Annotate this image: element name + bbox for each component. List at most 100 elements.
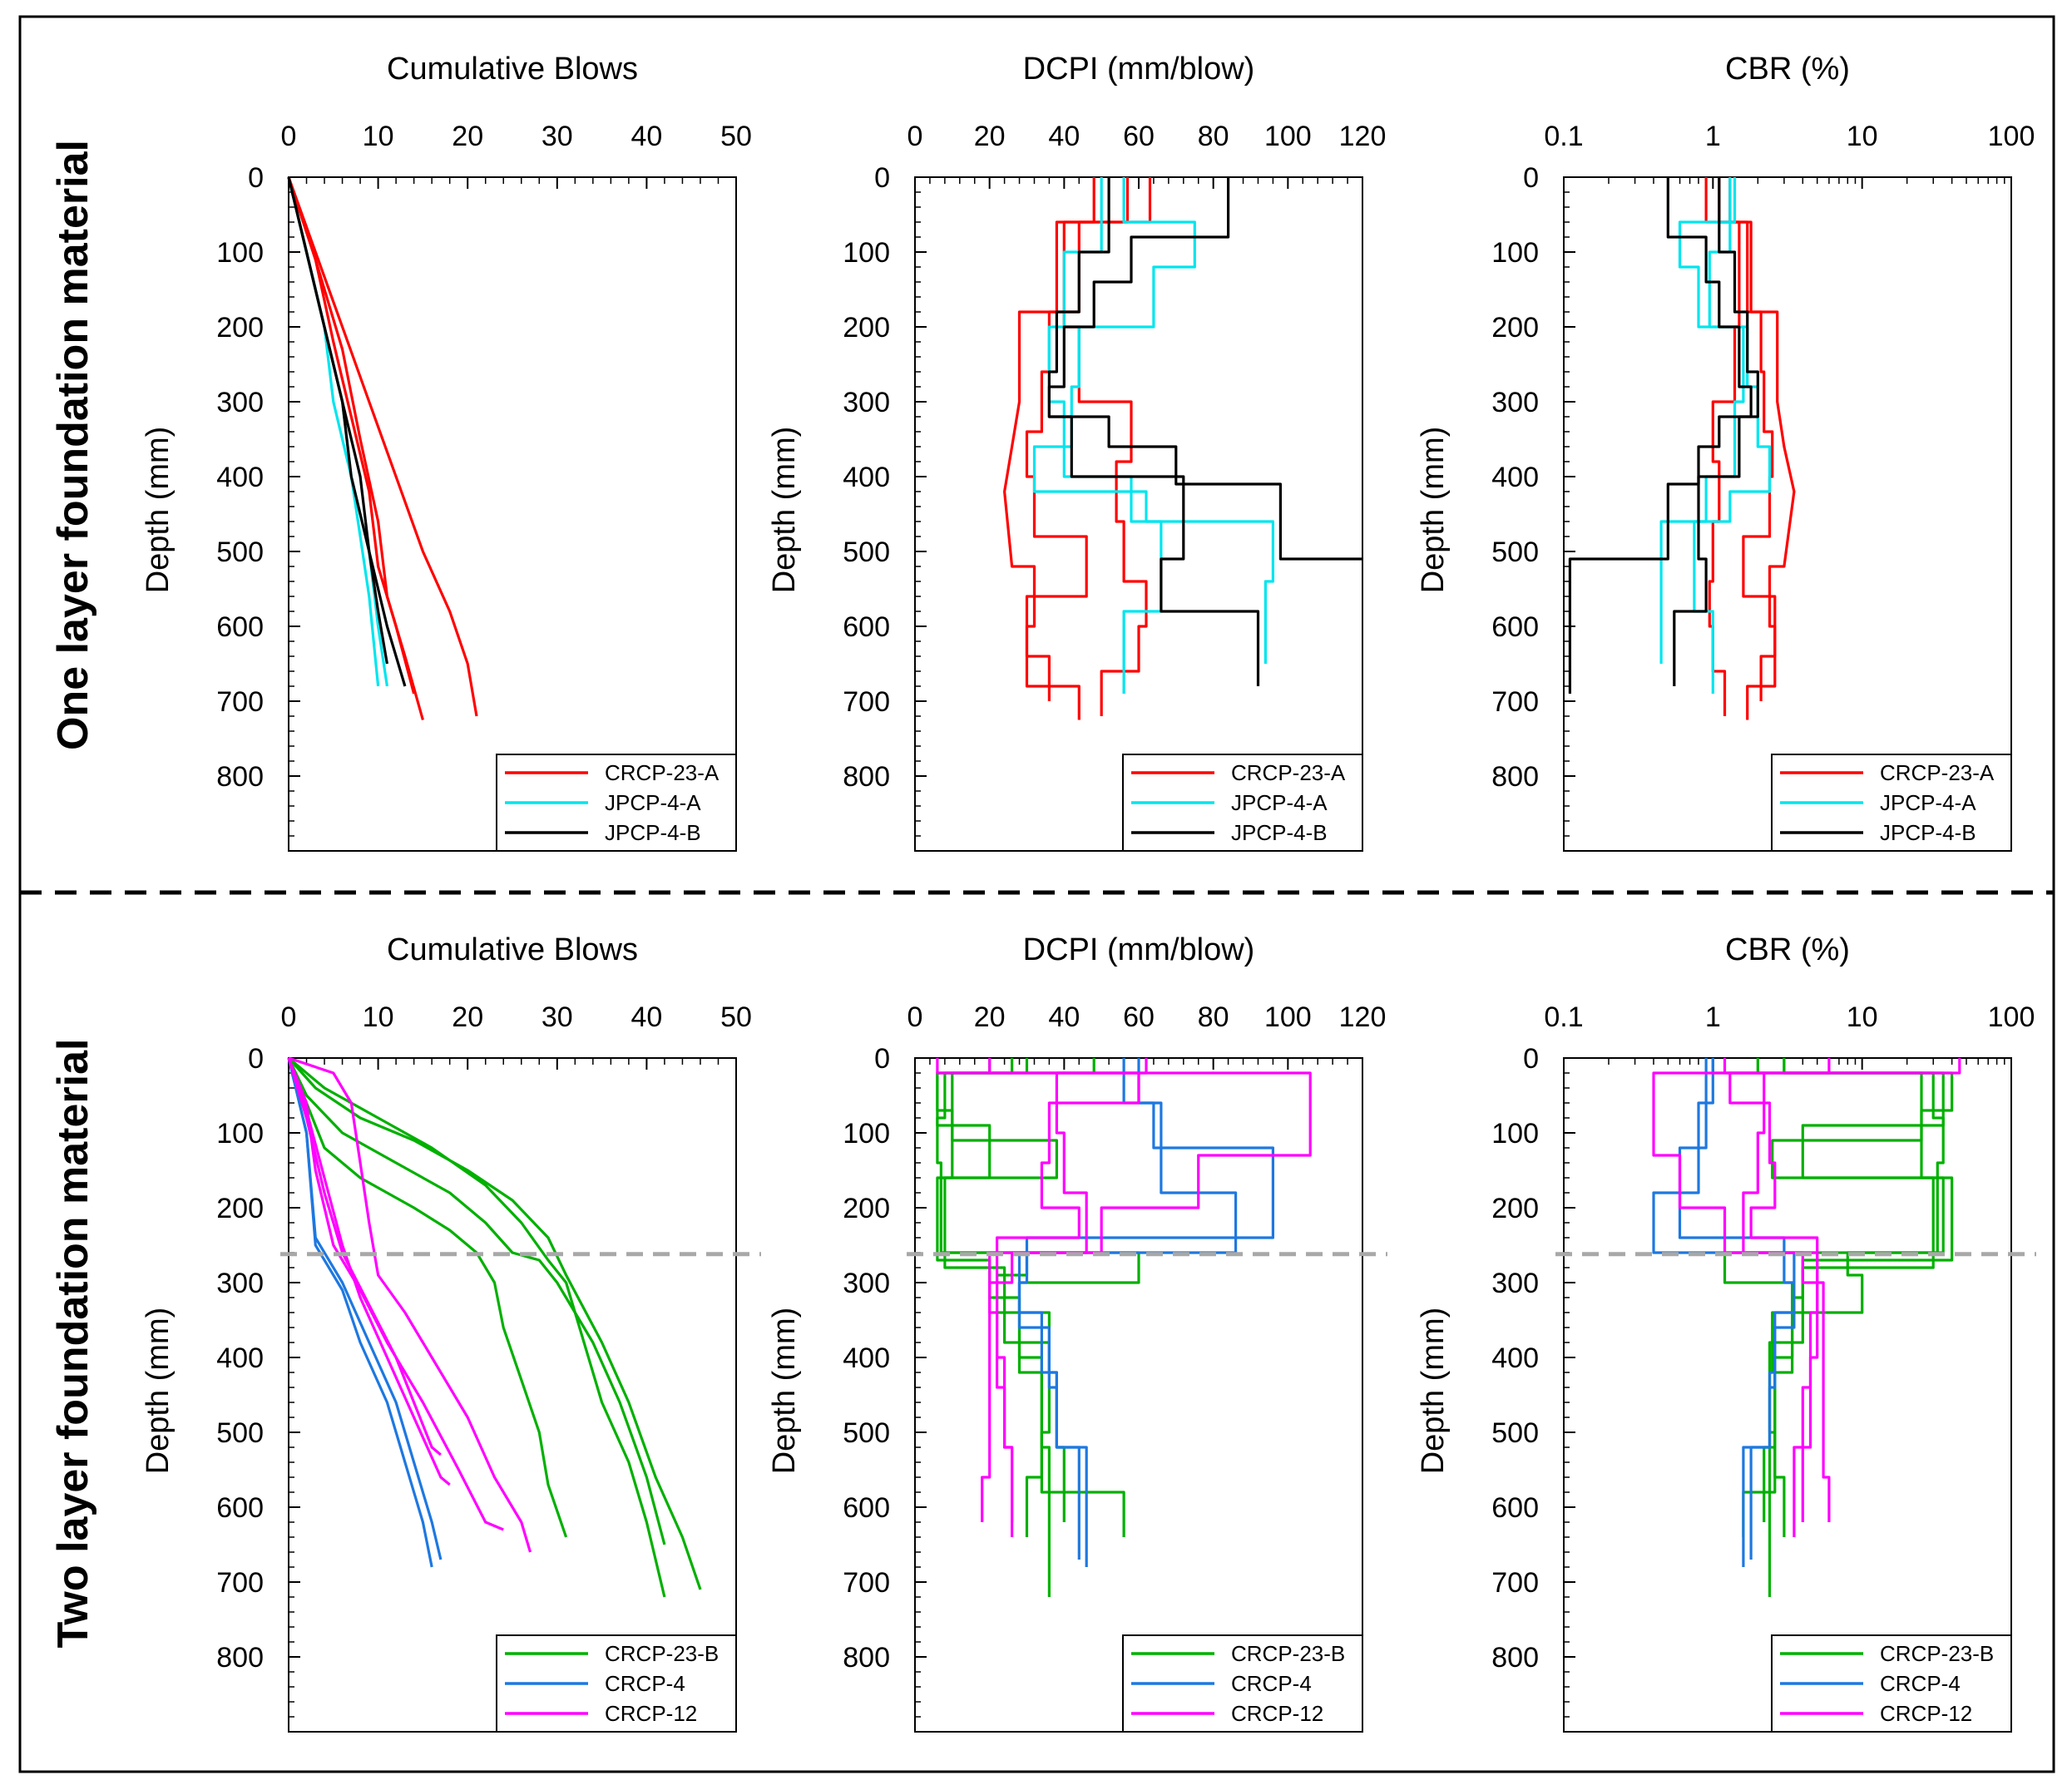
x-tick-label: 40 [631, 121, 662, 152]
x-tick-label: 30 [541, 1001, 573, 1033]
series-line-crcp-12 [288, 1056, 532, 1553]
y-tick-label: 400 [216, 462, 264, 493]
y-tick-label: 600 [843, 1492, 890, 1524]
legend-label: CRCP-23-B [1880, 1641, 1994, 1666]
y-tick-label: 700 [1491, 686, 1539, 718]
series-line-crcp-4 [1652, 1058, 1796, 1567]
y-tick-label: 800 [1491, 1642, 1539, 1674]
row-label-one-layer: One layer foundation material [49, 140, 97, 750]
series-group [1568, 177, 1796, 720]
series-line-crcp-23-a [287, 176, 424, 720]
x-tick-label: 10 [1847, 121, 1878, 152]
x-tick-label: 80 [1198, 1001, 1229, 1033]
series-line-jpcp-4-a [1693, 177, 1745, 694]
y-tick-label: 600 [1491, 1492, 1539, 1524]
legend-label: CRCP-23-B [605, 1641, 719, 1666]
x-tick-label: 0 [281, 121, 297, 152]
y-tick-label: 600 [1491, 611, 1539, 643]
y-tick-label: 0 [248, 162, 264, 194]
y-tick-label: 300 [216, 387, 264, 418]
y-tick-label: 200 [843, 312, 890, 344]
panel-r1-c2: CBR (%) Depth (mm) 0.1 1 10 100 0 100 200 300 400 5… [1416, 932, 2035, 1733]
x-tick-label: 0 [907, 121, 923, 152]
series-line-crcp-12 [1728, 1058, 1831, 1522]
y-axis-label: Depth (mm) [141, 1308, 176, 1475]
legend-label: CRCP-23-B [1231, 1641, 1345, 1666]
series-line-crcp-23-b [1763, 1058, 1945, 1522]
x-tick-label: 10 [363, 1001, 394, 1033]
y-tick-label: 700 [843, 1567, 890, 1599]
legend-label: JPCP-4-A [1880, 790, 1976, 815]
x-tick-label: 40 [631, 1001, 662, 1033]
series-line-crcp-23-b [287, 1057, 666, 1545]
y-tick-label: 300 [843, 387, 890, 418]
y-tick-label: 100 [216, 1118, 264, 1150]
y-tick-label: 200 [216, 1193, 264, 1224]
x-tick-label: 1 [1705, 1001, 1721, 1033]
legend: CRCP-23-A JPCP-4-A JPCP-4-B [1771, 754, 2012, 852]
y-tick-label: 500 [1491, 1417, 1539, 1449]
x-tick-label: 20 [974, 1001, 1006, 1033]
y-tick-label: 100 [843, 1118, 890, 1150]
panel-title: Cumulative Blows [387, 932, 638, 967]
y-tick-label: 700 [843, 686, 890, 718]
panel-r0-c2: CBR (%) Depth (mm) 0.1 1 10 100 0 100 200 300 400 5… [1416, 52, 2035, 852]
y-tick-label: 100 [216, 237, 264, 269]
y-tick-label: 700 [216, 686, 264, 718]
y-tick-label: 500 [216, 1417, 264, 1449]
x-tick-label: 40 [1048, 1001, 1080, 1033]
x-tick-label: 50 [720, 121, 752, 152]
x-tick-label: 60 [1123, 121, 1155, 152]
legend-label: CRCP-23-A [1231, 760, 1346, 785]
y-tick-label: 200 [1491, 1193, 1539, 1224]
y-tick-label: 800 [843, 761, 890, 793]
y-tick-label: 100 [1491, 237, 1539, 269]
series-line-jpcp-4-b [1047, 177, 1260, 686]
legend-label: CRCP-12 [605, 1701, 697, 1726]
series-line-crcp-23-a [1002, 177, 1095, 720]
x-tick-label: 10 [1847, 1001, 1878, 1033]
panel-title: CBR (%) [1725, 52, 1850, 87]
y-tick-label: 700 [216, 1567, 264, 1599]
panel-r0-c1: DCPI (mm/blow) Depth (mm) 0 20 40 60 80 100 120 0… [767, 52, 1386, 852]
series-group [936, 1058, 1312, 1597]
legend-label: CRCP-12 [1880, 1701, 1972, 1726]
x-tick-label: 80 [1198, 121, 1229, 152]
y-tick-label: 300 [216, 1268, 264, 1299]
series-line-jpcp-4-a [1659, 177, 1772, 664]
legend-label: JPCP-4-A [1231, 790, 1328, 815]
series-line-crcp-4 [1017, 1058, 1238, 1567]
y-tick-label: 500 [843, 536, 890, 568]
y-tick-label: 400 [1491, 1342, 1539, 1374]
y-axis-label: Depth (mm) [767, 427, 802, 594]
series-line-crcp-4 [287, 1057, 433, 1568]
x-tick-label: 20 [452, 121, 483, 152]
series-line-crcp-23-b [936, 1058, 1066, 1522]
y-tick-label: 600 [216, 1492, 264, 1524]
y-tick-label: 400 [843, 462, 890, 493]
x-tick-label: 100 [1988, 121, 2035, 152]
series-group [1002, 177, 1362, 720]
panel-title: DCPI (mm/blow) [1023, 52, 1255, 87]
legend: CRCP-23-B CRCP-4 CRCP-12 [1771, 1634, 2012, 1733]
series-line-crcp-23-b [287, 1056, 702, 1590]
x-tick-label: 100 [1988, 1001, 2035, 1033]
y-tick-label: 100 [843, 237, 890, 269]
series-line-crcp-23-a [1728, 177, 1796, 720]
series-line-crcp-23-a [287, 176, 478, 717]
legend-label: CRCP-4 [1231, 1671, 1312, 1696]
x-tick-label: 60 [1123, 1001, 1155, 1033]
x-tick-label: 120 [1339, 1001, 1387, 1033]
y-tick-label: 200 [1491, 312, 1539, 344]
x-tick-label: 0.1 [1544, 121, 1583, 152]
panel-title: CBR (%) [1725, 932, 1850, 967]
y-axis-label: Depth (mm) [1416, 1308, 1451, 1475]
x-tick-label: 0 [907, 1001, 923, 1033]
x-tick-label: 40 [1048, 121, 1080, 152]
y-tick-label: 400 [843, 1342, 890, 1374]
y-tick-label: 200 [843, 1193, 890, 1224]
y-tick-label: 0 [1523, 162, 1539, 194]
series-line-jpcp-4-b [287, 176, 388, 665]
y-tick-label: 800 [843, 1642, 890, 1674]
